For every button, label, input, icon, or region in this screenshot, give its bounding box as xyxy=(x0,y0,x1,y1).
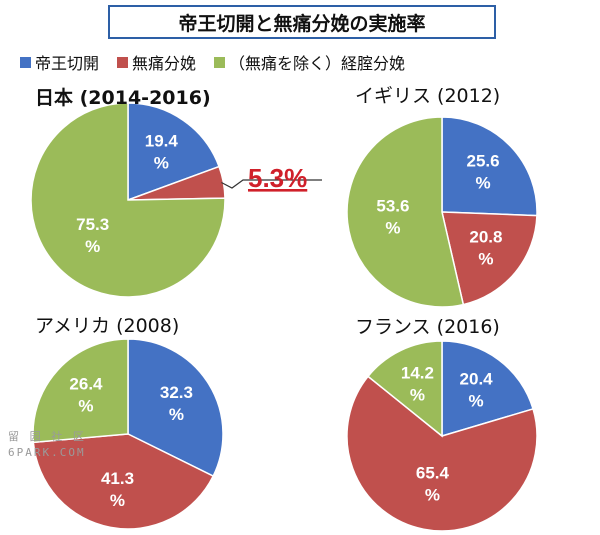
pie-0-callout-line xyxy=(221,179,322,189)
pie-2-slice-0-label: 32.3% xyxy=(160,383,193,424)
legend-item-vaginal: （無痛を除く）経腟分娩 xyxy=(214,50,405,74)
pie-2-slice-1 xyxy=(32,433,215,530)
pie-3-slice-2 xyxy=(366,340,443,438)
legend-label-epidural: 無痛分娩 xyxy=(132,54,197,73)
legend: 帝王切開 無痛分娩 （無痛を除く）経腟分娩 xyxy=(20,50,590,74)
pie-0-slice-2 xyxy=(30,102,226,298)
pie-1-slice-0-label: 25.6% xyxy=(467,151,500,192)
pie-2-slice-2-label: 26.4% xyxy=(69,375,103,416)
legend-label-cesarean: 帝王切開 xyxy=(35,54,100,73)
watermark-line1: 留 园 社 区 xyxy=(8,430,86,443)
pie-0-callout-label: 5.3% xyxy=(248,163,307,193)
pie-3-slice-0 xyxy=(441,340,534,438)
pie-0-slice-2-label: 75.3% xyxy=(76,215,109,256)
pie-2-slice-0 xyxy=(127,338,224,478)
pie-1-slice-2-label: 53.6% xyxy=(376,197,409,238)
watermark-line2: 6PARK.COM xyxy=(8,446,86,459)
pie-3-slice-0-label: 20.4% xyxy=(460,369,494,410)
pie-2-slice-2 xyxy=(32,338,129,444)
pie-3-title: フランス (2016) xyxy=(355,316,500,338)
chart-title: 帝王切開と無痛分娩の実施率 xyxy=(178,12,426,35)
legend-swatch-green xyxy=(214,56,226,68)
pie-2-slice-1-label: 41.3% xyxy=(101,469,134,510)
pie-0-title: 日本 (2014-2016) xyxy=(35,86,211,109)
pie-0-slice-0-label: 19.4% xyxy=(145,131,179,172)
pie-1-title: イギリス (2012) xyxy=(355,85,500,107)
legend-swatch-blue xyxy=(20,56,31,68)
legend-label-vaginal: （無痛を除く）経腟分娩 xyxy=(229,54,406,73)
legend-item-cesarean: 帝王切開 xyxy=(20,50,99,74)
pie-1-slice-1-label: 20.8% xyxy=(469,227,502,268)
pie-2-title: アメリカ (2008) xyxy=(35,315,179,337)
pie-1-slice-1 xyxy=(441,211,538,306)
legend-item-epidural: 無痛分娩 xyxy=(117,50,196,74)
pie-1-slice-2 xyxy=(346,116,465,308)
legend-swatch-red xyxy=(117,56,129,68)
pie-1-slice-0 xyxy=(441,116,538,217)
pie-3-slice-1 xyxy=(346,375,538,532)
chart-title-box: 帝王切開と無痛分娩の実施率 xyxy=(108,5,496,39)
pie-3-slice-1-label: 65.4% xyxy=(416,463,450,504)
pie-3-slice-2-label: 14.2% xyxy=(401,364,434,405)
pie-0-slice-0 xyxy=(127,102,221,202)
